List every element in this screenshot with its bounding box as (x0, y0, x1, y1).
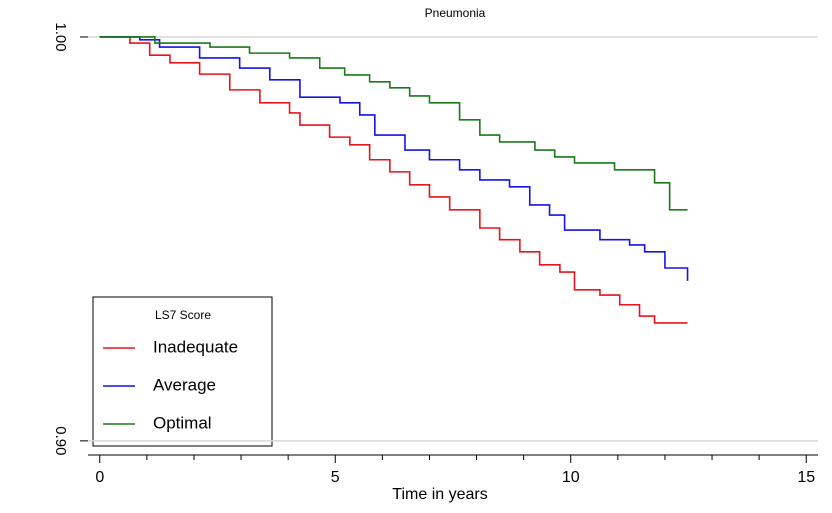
x-tick-label: 5 (331, 469, 340, 486)
survival-curve (99, 36, 689, 281)
survival-curve (99, 36, 688, 324)
y-tick-label: 1.00 (52, 22, 69, 51)
legend-box (92, 296, 273, 447)
x-tick-label: 10 (562, 469, 580, 486)
chart-title: Pneumonia (425, 6, 486, 20)
x-axis-label: Time in years (392, 486, 487, 503)
legend-title: LS7 Score (155, 308, 211, 322)
legend-label: Inadequate (153, 337, 238, 356)
legend-label: Optimal (153, 413, 212, 432)
x-tick-label: 15 (797, 469, 815, 486)
survival-curve (99, 36, 688, 211)
x-tick-label: 0 (95, 469, 104, 486)
y-tick-label: 0.90 (52, 426, 69, 455)
legend-label: Average (153, 375, 216, 394)
